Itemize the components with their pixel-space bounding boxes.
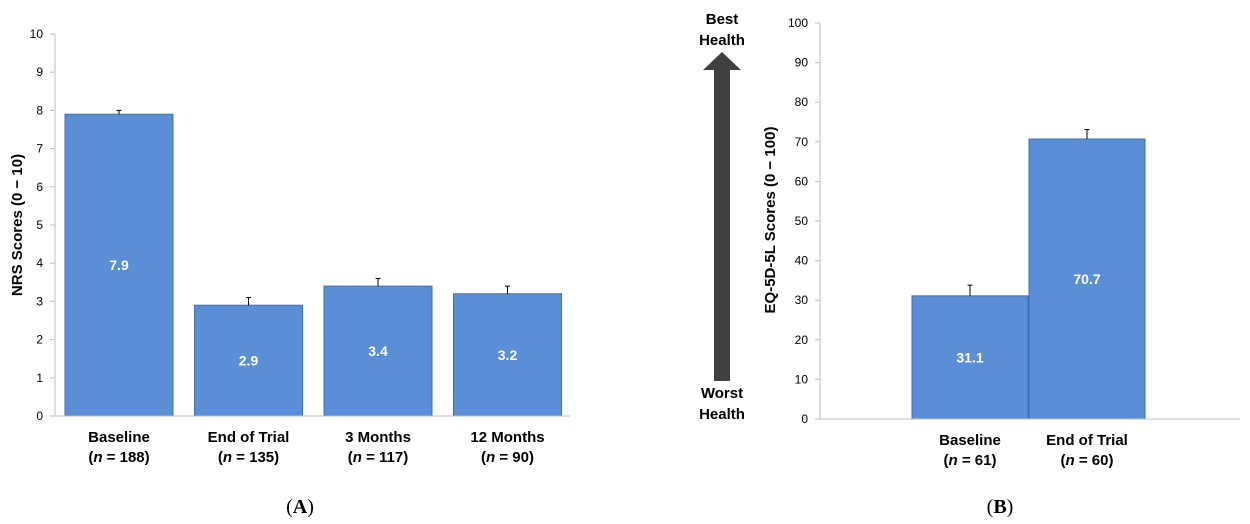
chart-panel-b: EQ-5D-5L Scores (0 − 100) 0 10 20 30 40 50 60 7…: [762, 16, 1240, 518]
bar-a: [453, 293, 562, 417]
y-tick-label-a: 8: [36, 103, 43, 117]
y-tick-label-a: 10: [30, 27, 44, 41]
bars-a: 7.9 2.9 3.4 3.2: [64, 109, 562, 417]
y-tick-label-a: 6: [36, 180, 43, 194]
category-n-label-a: (n = 135): [218, 449, 279, 466]
bar-b: [911, 295, 1029, 420]
data-label-b: 31.1: [956, 349, 983, 365]
category-label-b: End of Trial: [1046, 432, 1128, 449]
category-label-b: Baseline: [939, 432, 1001, 449]
y-tick-label-b: 80: [795, 95, 809, 109]
y-tick-label-a: 0: [36, 409, 43, 423]
chart-panel-a: NRS Scores (0 − 10) 0 1 2 3 4 5 6 7 8 9 10 7.9 2.9 3…: [9, 27, 570, 518]
y-tick-label-b: 100: [788, 16, 808, 30]
y-axis-ticks-b: 0 10 20 30 40 50 60 70 80 90 100: [788, 16, 820, 426]
bar-a: [323, 285, 433, 417]
y-tick-label-b: 10: [795, 372, 809, 386]
panel-label-b: (B): [987, 496, 1014, 518]
y-tick-label-b: 40: [795, 254, 809, 268]
y-tick-label-a: 9: [36, 65, 43, 79]
y-tick-label-b: 50: [795, 214, 809, 228]
y-axis-ticks-a: 0 1 2 3 4 5 6 7 8 9 10: [30, 27, 55, 423]
category-labels-a: Baseline (n = 188) End of Trial (n = 135) 3 …: [88, 429, 544, 466]
category-n-label-a: (n = 90): [481, 449, 534, 466]
category-label-a: Baseline: [88, 429, 150, 446]
y-tick-label-b: 60: [795, 174, 809, 188]
y-tick-label-a: 7: [36, 142, 43, 156]
y-tick-label-b: 70: [795, 135, 809, 149]
y-tick-label-b: 20: [795, 333, 809, 347]
data-label-a: 3.2: [498, 347, 518, 363]
best-health-label-line2: Health: [699, 32, 745, 49]
bars-b: 31.1 70.7: [911, 129, 1146, 420]
bar-a: [64, 113, 174, 417]
category-n-label-a: (n = 188): [88, 449, 149, 466]
worst-health-label-line2: Health: [699, 406, 745, 423]
panel-label-a: (A): [286, 496, 314, 518]
category-label-a: 3 Months: [345, 429, 411, 446]
y-tick-label-a: 1: [36, 371, 43, 385]
arrow-head-icon: [703, 52, 741, 70]
data-label-a: 2.9: [239, 353, 259, 369]
data-label-a: 3.4: [368, 343, 388, 359]
y-tick-label-b: 0: [801, 412, 808, 426]
y-axis-label-b: EQ-5D-5L Scores (0 − 100): [762, 127, 779, 314]
arrow-shaft: [714, 69, 730, 381]
category-labels-b: Baseline (n = 61) End of Trial (n = 60): [939, 432, 1128, 469]
bar-b: [1028, 138, 1146, 420]
data-label-a: 7.9: [109, 257, 129, 273]
y-tick-label-a: 3: [36, 294, 43, 308]
category-n-label-b: (n = 61): [944, 452, 997, 469]
worst-health-label-line1: Worst: [701, 385, 743, 402]
category-label-a: 12 Months: [470, 429, 544, 446]
panel-letter-b: B: [993, 496, 1006, 518]
best-health-label-line1: Best: [706, 11, 739, 28]
y-tick-label-a: 5: [36, 218, 43, 232]
data-label-b: 70.7: [1073, 271, 1100, 287]
health-arrow: Best Health Worst Health: [699, 11, 745, 423]
y-tick-label-a: 4: [36, 256, 43, 270]
y-tick-label-b: 90: [795, 56, 809, 70]
bar-a: [194, 304, 303, 417]
category-n-label-a: (n = 117): [348, 449, 408, 466]
y-tick-label-b: 30: [795, 293, 809, 307]
y-tick-label-a: 2: [36, 333, 43, 347]
category-n-label-b: (n = 60): [1061, 452, 1114, 469]
category-label-a: End of Trial: [208, 429, 290, 446]
panel-letter-a: A: [293, 496, 308, 518]
y-axis-label-a: NRS Scores (0 − 10): [9, 154, 26, 296]
